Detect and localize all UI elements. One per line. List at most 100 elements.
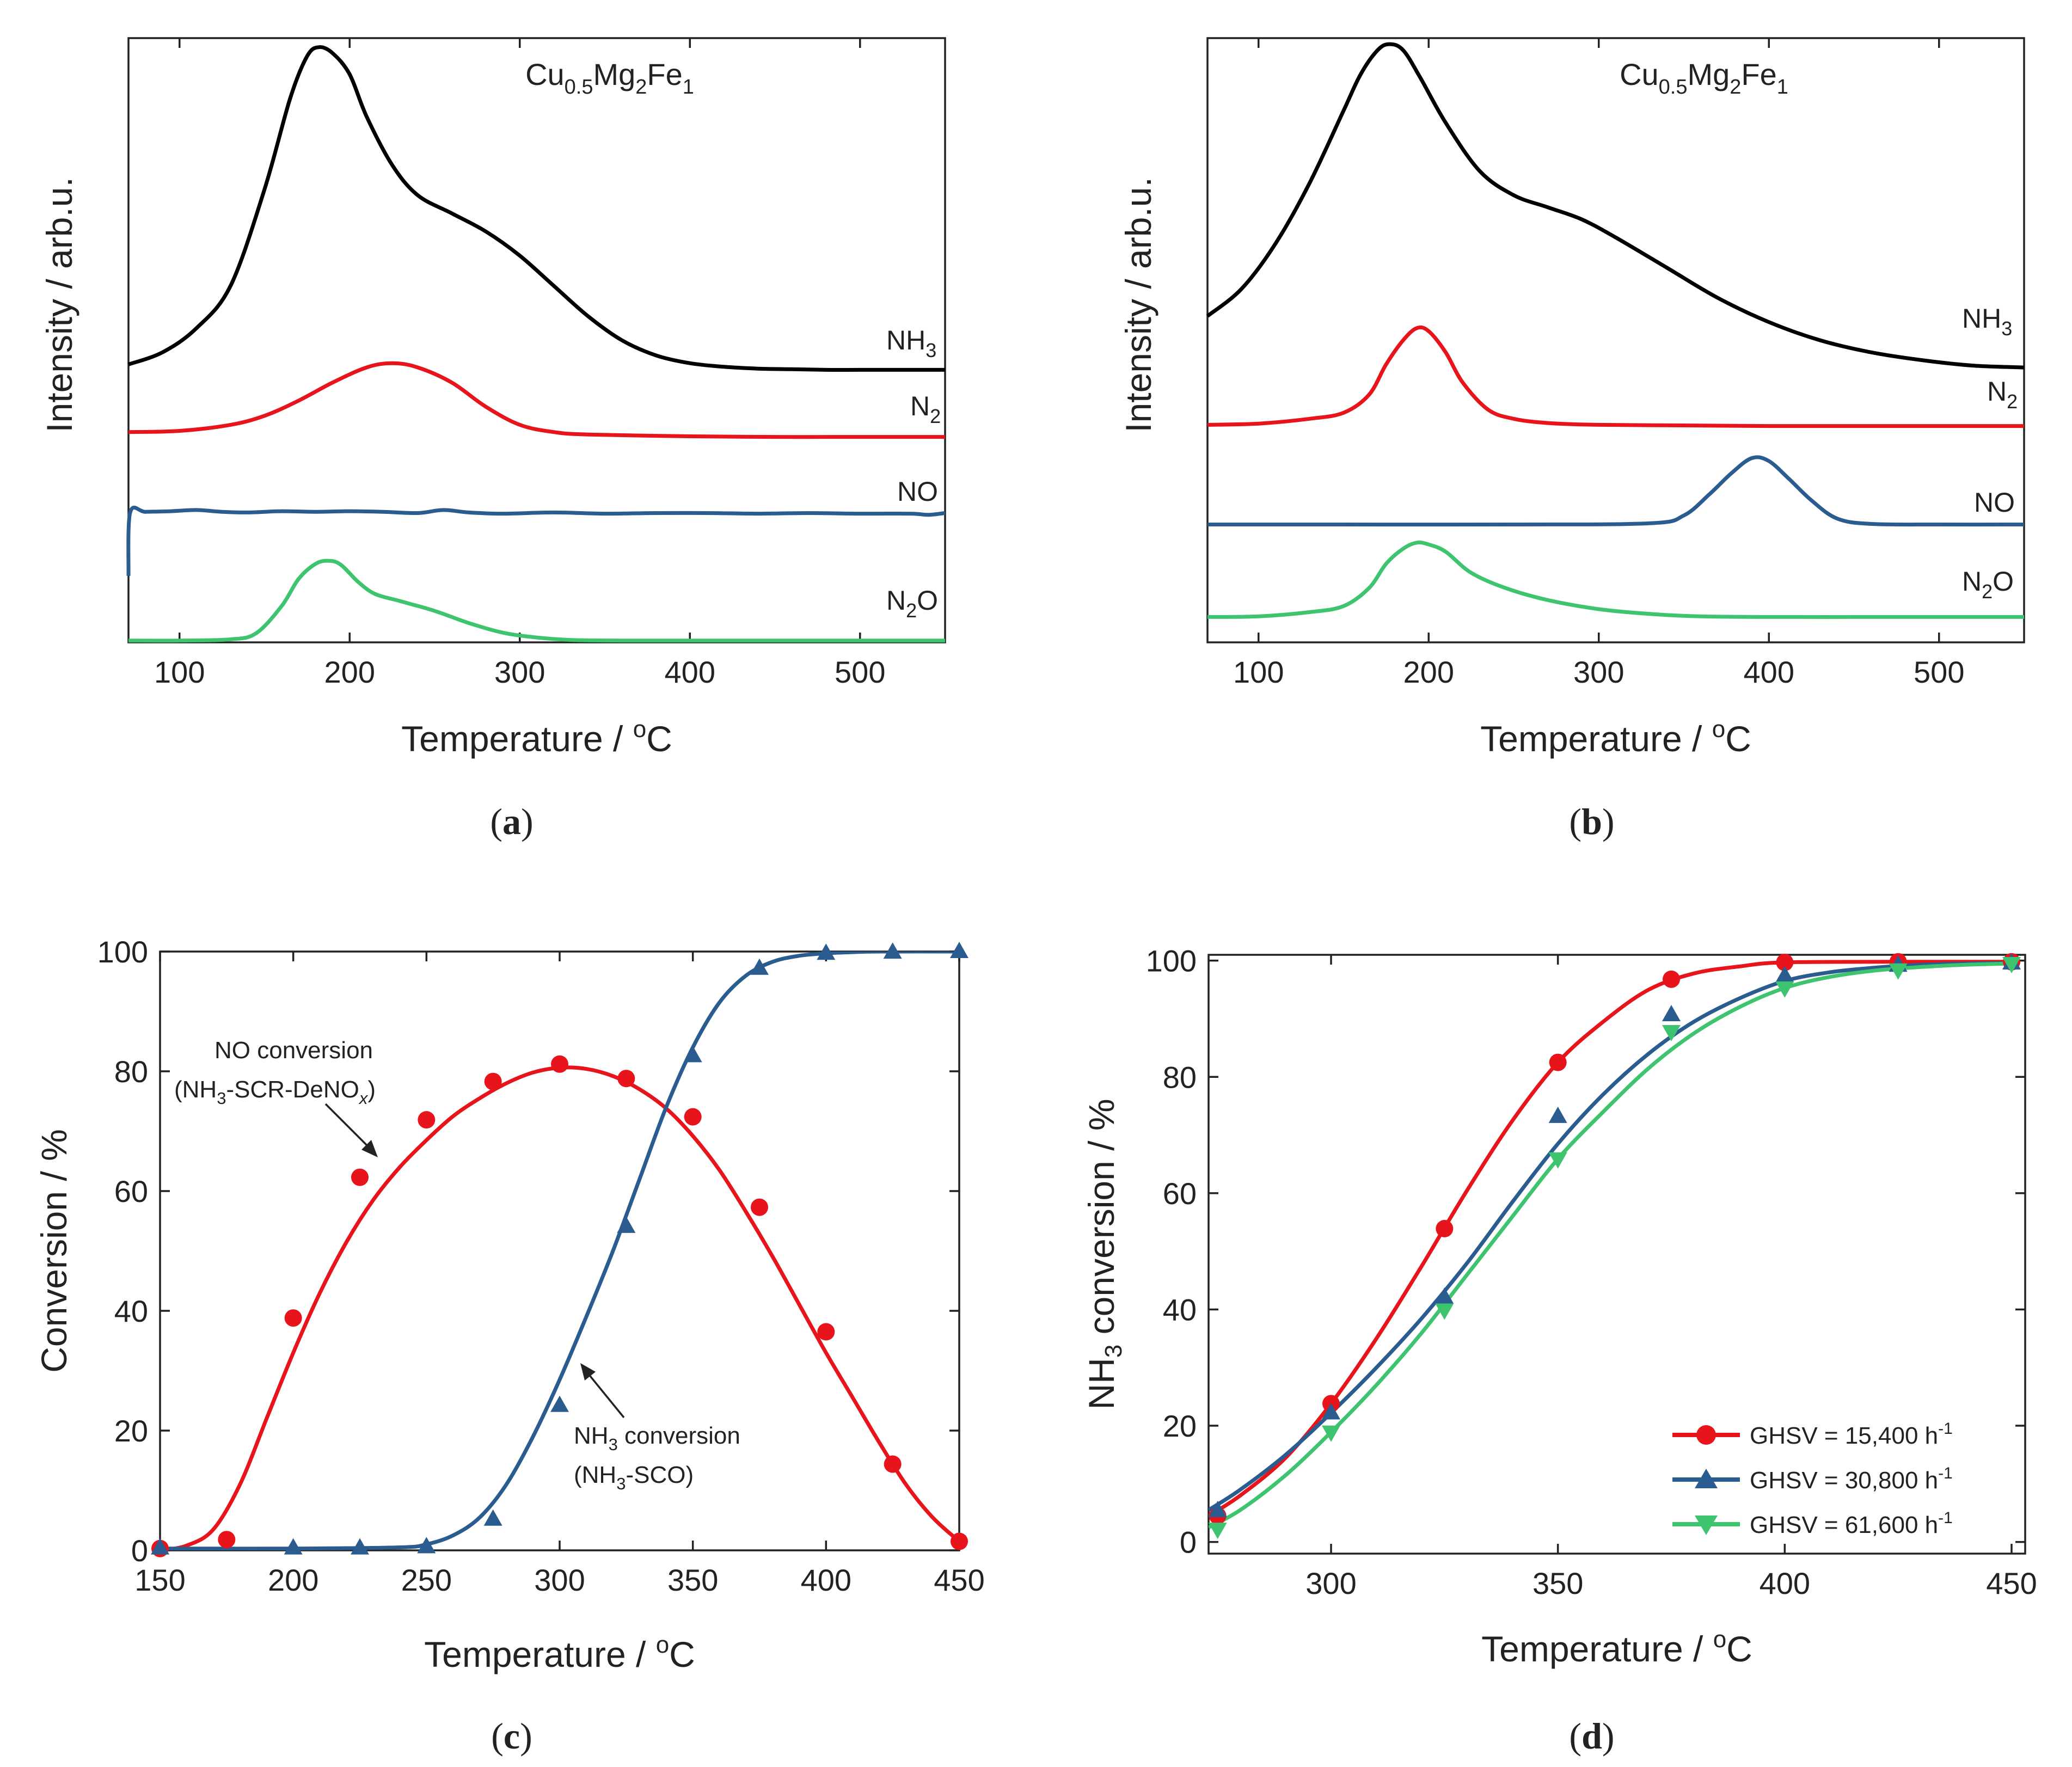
x-axis-ticks: 150 200 250 300 350 400 450 — [134, 952, 985, 1597]
y-tick-label: 40 — [1163, 1292, 1197, 1327]
y-axis-title: Conversion / % — [34, 1129, 74, 1373]
x-tick-label: 450 — [1986, 1566, 2037, 1600]
data-point-series-3 — [1889, 963, 1908, 980]
trace-label-n2o: N2O — [886, 585, 938, 622]
series-line-n2 — [1207, 325, 2024, 428]
legend-marker-2 — [1695, 1469, 1718, 1488]
annotation-no-conversion: NO conversion (NH3-SCR-DeNOx) — [174, 1037, 378, 1157]
x-axis-ticks: 100 200 300 400 500 — [154, 38, 885, 689]
y-axis-ticks: 0 20 40 60 80 100 — [1146, 944, 2025, 1560]
panel-letter: (b) — [1569, 801, 1614, 842]
data-point-series-2 — [284, 1538, 303, 1555]
x-tick-label: 100 — [1233, 655, 1284, 689]
y-tick-label: 100 — [1146, 944, 1197, 978]
annotation-arrowhead — [580, 1363, 596, 1381]
y-tick-label: 80 — [1163, 1060, 1197, 1094]
data-point-series-2 — [1662, 1005, 1681, 1021]
panel-letter: (a) — [490, 801, 533, 842]
data-point-series-2 — [883, 942, 902, 959]
data-point-series-1 — [951, 1532, 968, 1550]
legend-label: GHSV = 15,400 h-1 — [1750, 1420, 1953, 1449]
trace-label-nh3: NH3 — [1962, 303, 2012, 340]
x-tick-label: 450 — [934, 1563, 984, 1597]
data-point-series-2 — [1775, 966, 1794, 983]
y-tick-label: 60 — [1163, 1176, 1197, 1211]
trace-label-n2o: N2O — [1962, 566, 2014, 603]
data-point-series-1 — [551, 1055, 568, 1073]
data-point-series-3 — [1775, 981, 1794, 998]
y-axis-ticks: 0 20 40 60 80 100 — [97, 935, 959, 1568]
y-axis-title: Intensity / arb.u. — [39, 177, 79, 433]
data-point-series-1 — [284, 1309, 302, 1327]
data-point-series-2 — [1548, 1106, 1567, 1123]
x-tick-label: 400 — [1744, 655, 1794, 689]
y-axis-title: Intensity / arb.u. — [1118, 177, 1158, 433]
x-tick-label: 200 — [1403, 655, 1454, 689]
y-tick-label: 60 — [114, 1174, 148, 1208]
data-point-series-2 — [950, 942, 968, 958]
data-point-series-2 — [550, 1395, 569, 1412]
annotation-text: (NH3-SCR-DeNOx) — [174, 1076, 376, 1108]
annotation-arrow — [585, 1370, 625, 1419]
data-point-series-2 — [683, 1046, 702, 1063]
trace-label-no: NO — [1974, 487, 2015, 518]
annotation-arrow — [324, 1103, 373, 1152]
data-point-series-2 — [1322, 1403, 1340, 1420]
data-point-series-1 — [351, 1168, 369, 1186]
panel-b: 100 200 300 400 500 Cu0.5Mg2Fe1 NH3 N2 NO N2… — [1118, 37, 2025, 842]
series-line-nh3 — [1206, 42, 2025, 370]
data-point-series-3 — [2002, 957, 2021, 974]
trace-label-no: NO — [897, 476, 938, 507]
data-point-series-2 — [351, 1538, 369, 1555]
series-group — [1206, 42, 2025, 619]
x-tick-label: 250 — [401, 1563, 452, 1597]
series-group — [126, 45, 946, 643]
panel-title: Cu0.5Mg2Fe1 — [525, 57, 694, 99]
y-tick-label: 20 — [114, 1414, 148, 1448]
data-point-series-1 — [418, 1111, 436, 1129]
annotation-text: (NH3-SCO) — [574, 1462, 694, 1493]
panel-d: 300 350 400 450 0 20 40 60 80 100 GHSV = 15,400 … — [1081, 944, 2037, 1757]
trace-label-nh3: NH3 — [886, 325, 936, 361]
x-axis-title: Temperature / oC — [401, 716, 672, 759]
series-line-n2o — [1207, 540, 2024, 619]
y-tick-label: 0 — [1180, 1525, 1197, 1560]
data-point-series-3 — [1322, 1425, 1340, 1442]
panel-title: Cu0.5Mg2Fe1 — [1620, 57, 1788, 99]
x-tick-label: 500 — [1914, 655, 1964, 689]
series-group — [151, 942, 968, 1557]
data-point-series-1 — [1436, 1220, 1454, 1238]
plot-frame — [127, 37, 946, 643]
data-point-series-1 — [684, 1108, 702, 1126]
x-tick-label: 500 — [835, 655, 885, 689]
data-point-series-3 — [1208, 1523, 1227, 1539]
x-tick-label: 300 — [494, 655, 545, 689]
data-point-series-1 — [617, 1070, 635, 1088]
y-tick-label: 100 — [97, 935, 148, 969]
data-point-series-2 — [151, 1538, 169, 1555]
series-line-nh3 — [127, 45, 945, 372]
data-point-series-2 — [1435, 1287, 1454, 1304]
legend-marker-3 — [1695, 1516, 1718, 1535]
legend: GHSV = 15,400 h-1 GHSV = 30,800 h-1 GHSV… — [1672, 1420, 1953, 1538]
y-tick-label: 0 — [131, 1533, 148, 1568]
data-point-series-3 — [1662, 1024, 1681, 1041]
series-fit-line-1 — [160, 1065, 959, 1550]
annotation-arrowhead — [361, 1140, 378, 1157]
data-point-series-2 — [817, 943, 836, 960]
data-point-series-1 — [884, 1455, 902, 1473]
series-line-n2o — [128, 559, 945, 643]
data-point-series-1 — [1663, 970, 1680, 988]
x-axis-ticks: 300 350 400 450 — [1305, 955, 2037, 1600]
data-point-series-1 — [1776, 953, 1794, 971]
x-axis-title: Temperature / oC — [1480, 716, 1751, 759]
data-point-series-1 — [1549, 1053, 1567, 1071]
x-tick-label: 350 — [1532, 1566, 1583, 1600]
series-line-n2 — [128, 361, 945, 439]
x-tick-label: 300 — [1305, 1566, 1356, 1600]
data-point-series-1 — [218, 1531, 236, 1549]
trace-label-n2: N2 — [910, 391, 941, 427]
data-point-series-3 — [1435, 1303, 1454, 1320]
panel-c: 150 200 250 300 350 400 450 0 20 40 60 80 100 NO co… — [34, 935, 985, 1757]
